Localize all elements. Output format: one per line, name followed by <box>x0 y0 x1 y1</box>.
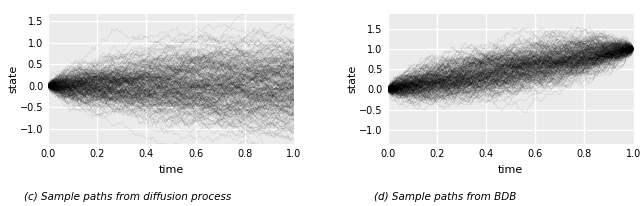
Text: (d) Sample paths from BDB: (d) Sample paths from BDB <box>374 192 516 202</box>
Text: (c) Sample paths from diffusion process: (c) Sample paths from diffusion process <box>24 192 232 202</box>
Y-axis label: state: state <box>8 65 19 94</box>
X-axis label: time: time <box>498 165 523 175</box>
Y-axis label: state: state <box>348 65 358 94</box>
X-axis label: time: time <box>159 165 184 175</box>
